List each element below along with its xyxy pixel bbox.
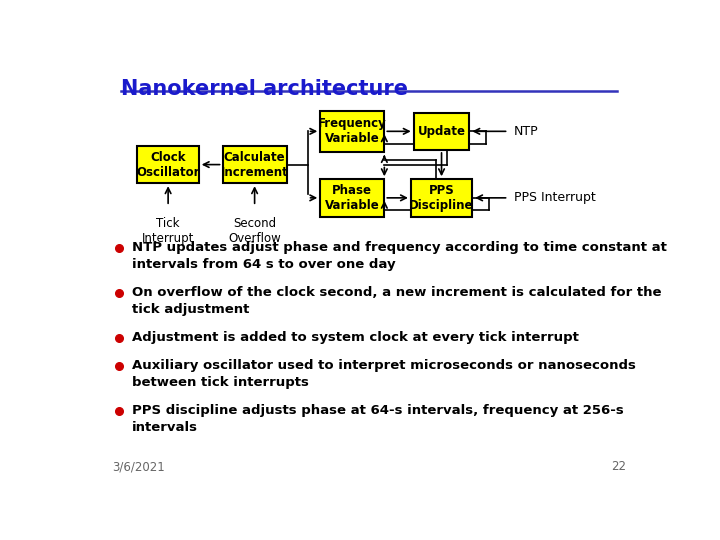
Text: Second
Overflow: Second Overflow <box>228 217 281 245</box>
Text: between tick interrupts: between tick interrupts <box>132 376 309 389</box>
Text: intervals from 64 s to over one day: intervals from 64 s to over one day <box>132 258 395 271</box>
FancyBboxPatch shape <box>222 146 287 183</box>
Text: 3/6/2021: 3/6/2021 <box>112 460 165 473</box>
Text: PPS Interrupt: PPS Interrupt <box>514 191 596 204</box>
Text: Calculate
Increment: Calculate Increment <box>221 151 289 179</box>
Text: NTP: NTP <box>514 125 539 138</box>
Text: Phase
Variable: Phase Variable <box>325 184 379 212</box>
Text: On overflow of the clock second, a new increment is calculated for the: On overflow of the clock second, a new i… <box>132 286 662 299</box>
Text: Auxiliary oscillator used to interpret microseconds or nanoseconds: Auxiliary oscillator used to interpret m… <box>132 359 636 373</box>
Text: PPS discipline adjusts phase at 64-s intervals, frequency at 256-s: PPS discipline adjusts phase at 64-s int… <box>132 404 624 417</box>
Text: Nanokernel architecture: Nanokernel architecture <box>121 79 408 99</box>
Text: Update: Update <box>418 125 466 138</box>
FancyBboxPatch shape <box>411 179 472 217</box>
Text: Clock
Oscillator: Clock Oscillator <box>136 151 200 179</box>
Text: Frequency
Variable: Frequency Variable <box>318 117 387 145</box>
Text: NTP updates adjust phase and frequency according to time constant at: NTP updates adjust phase and frequency a… <box>132 241 667 254</box>
Text: Tick
Interrupt: Tick Interrupt <box>142 217 194 245</box>
FancyBboxPatch shape <box>138 146 199 183</box>
Text: tick adjustment: tick adjustment <box>132 303 249 316</box>
FancyBboxPatch shape <box>413 113 469 150</box>
Text: intervals: intervals <box>132 421 198 434</box>
Text: 22: 22 <box>611 460 626 473</box>
Text: Adjustment is added to system clock at every tick interrupt: Adjustment is added to system clock at e… <box>132 331 579 344</box>
Text: PPS
Discipline: PPS Discipline <box>409 184 474 212</box>
FancyBboxPatch shape <box>320 111 384 152</box>
FancyBboxPatch shape <box>320 179 384 217</box>
